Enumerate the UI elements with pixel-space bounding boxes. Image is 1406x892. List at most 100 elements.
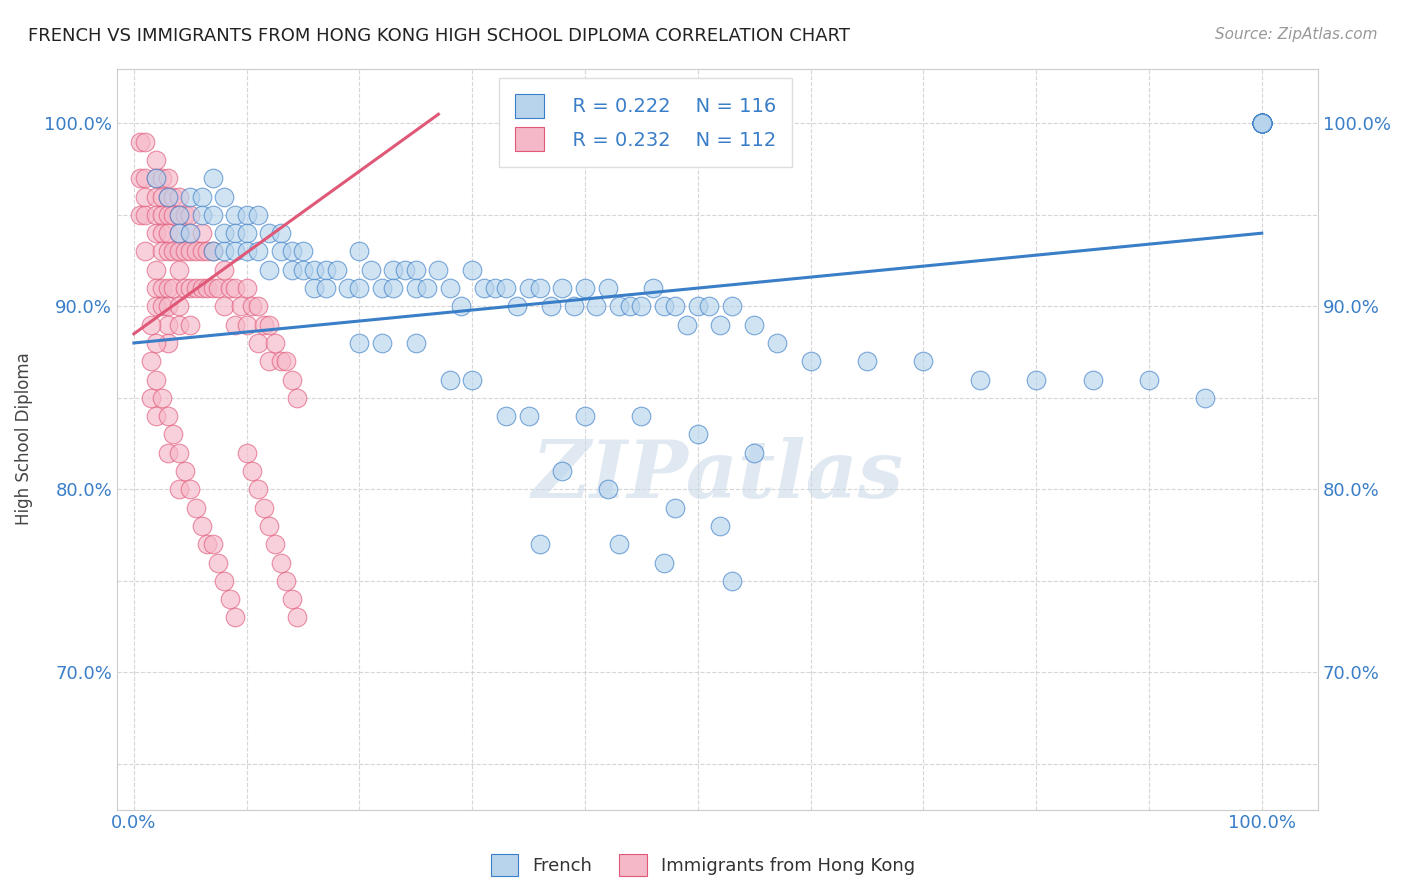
- Point: [263, 537, 285, 551]
- Point: [263, 335, 285, 350]
- Point: [201, 537, 224, 551]
- Point: [156, 318, 179, 332]
- Point: [167, 483, 190, 497]
- Point: [201, 208, 224, 222]
- Point: [145, 208, 167, 222]
- Point: [156, 189, 179, 203]
- Point: [652, 299, 675, 313]
- Point: [517, 409, 540, 424]
- Point: [139, 318, 162, 332]
- Point: [179, 244, 201, 259]
- Point: [664, 500, 686, 515]
- Point: [246, 299, 269, 313]
- Text: FRENCH VS IMMIGRANTS FROM HONG KONG HIGH SCHOOL DIPLOMA CORRELATION CHART: FRENCH VS IMMIGRANTS FROM HONG KONG HIGH…: [28, 27, 851, 45]
- Point: [1250, 116, 1272, 130]
- Point: [139, 354, 162, 368]
- Point: [224, 318, 246, 332]
- Point: [150, 189, 173, 203]
- Point: [349, 281, 371, 295]
- Point: [540, 299, 562, 313]
- Point: [162, 244, 184, 259]
- Point: [229, 299, 252, 313]
- Point: [195, 281, 218, 295]
- Point: [276, 354, 298, 368]
- Point: [134, 135, 156, 149]
- Point: [145, 373, 167, 387]
- Point: [212, 574, 235, 588]
- Point: [472, 281, 495, 295]
- Point: [235, 244, 257, 259]
- Point: [495, 409, 517, 424]
- Point: [162, 281, 184, 295]
- Point: [224, 610, 246, 624]
- Point: [652, 556, 675, 570]
- Point: [1137, 373, 1160, 387]
- Point: [134, 208, 156, 222]
- Point: [574, 281, 596, 295]
- Point: [517, 281, 540, 295]
- Point: [201, 244, 224, 259]
- Point: [156, 299, 179, 313]
- Point: [167, 208, 190, 222]
- Point: [201, 244, 224, 259]
- Point: [506, 299, 529, 313]
- Point: [349, 244, 371, 259]
- Point: [218, 281, 240, 295]
- Point: [167, 226, 190, 240]
- Point: [257, 262, 280, 277]
- Point: [484, 281, 506, 295]
- Point: [1250, 116, 1272, 130]
- Point: [529, 537, 551, 551]
- Point: [856, 354, 879, 368]
- Point: [179, 281, 201, 295]
- Point: [156, 244, 179, 259]
- Point: [709, 318, 731, 332]
- Point: [134, 244, 156, 259]
- Point: [686, 427, 709, 442]
- Point: [281, 262, 304, 277]
- Point: [1250, 116, 1272, 130]
- Point: [246, 244, 269, 259]
- Point: [1250, 116, 1272, 130]
- Point: [179, 318, 201, 332]
- Point: [1250, 116, 1272, 130]
- Point: [304, 262, 326, 277]
- Point: [195, 537, 218, 551]
- Point: [150, 208, 173, 222]
- Point: [150, 281, 173, 295]
- Point: [201, 281, 224, 295]
- Point: [1025, 373, 1047, 387]
- Point: [156, 208, 179, 222]
- Point: [697, 299, 720, 313]
- Point: [394, 262, 416, 277]
- Point: [173, 281, 195, 295]
- Point: [461, 373, 484, 387]
- Point: [337, 281, 360, 295]
- Point: [235, 208, 257, 222]
- Point: [382, 262, 405, 277]
- Point: [150, 244, 173, 259]
- Point: [190, 189, 212, 203]
- Point: [742, 446, 765, 460]
- Point: [156, 335, 179, 350]
- Point: [162, 427, 184, 442]
- Point: [167, 226, 190, 240]
- Point: [145, 335, 167, 350]
- Point: [246, 483, 269, 497]
- Point: [1250, 116, 1272, 130]
- Point: [405, 281, 427, 295]
- Legend:   R = 0.222    N = 116,   R = 0.232    N = 112: R = 0.222 N = 116, R = 0.232 N = 112: [499, 78, 792, 167]
- Point: [641, 281, 664, 295]
- Point: [1250, 116, 1272, 130]
- Point: [167, 189, 190, 203]
- Point: [304, 281, 326, 295]
- Point: [212, 189, 235, 203]
- Point: [257, 318, 280, 332]
- Point: [190, 208, 212, 222]
- Point: [184, 281, 207, 295]
- Point: [257, 226, 280, 240]
- Point: [179, 226, 201, 240]
- Point: [349, 335, 371, 350]
- Point: [212, 299, 235, 313]
- Point: [179, 483, 201, 497]
